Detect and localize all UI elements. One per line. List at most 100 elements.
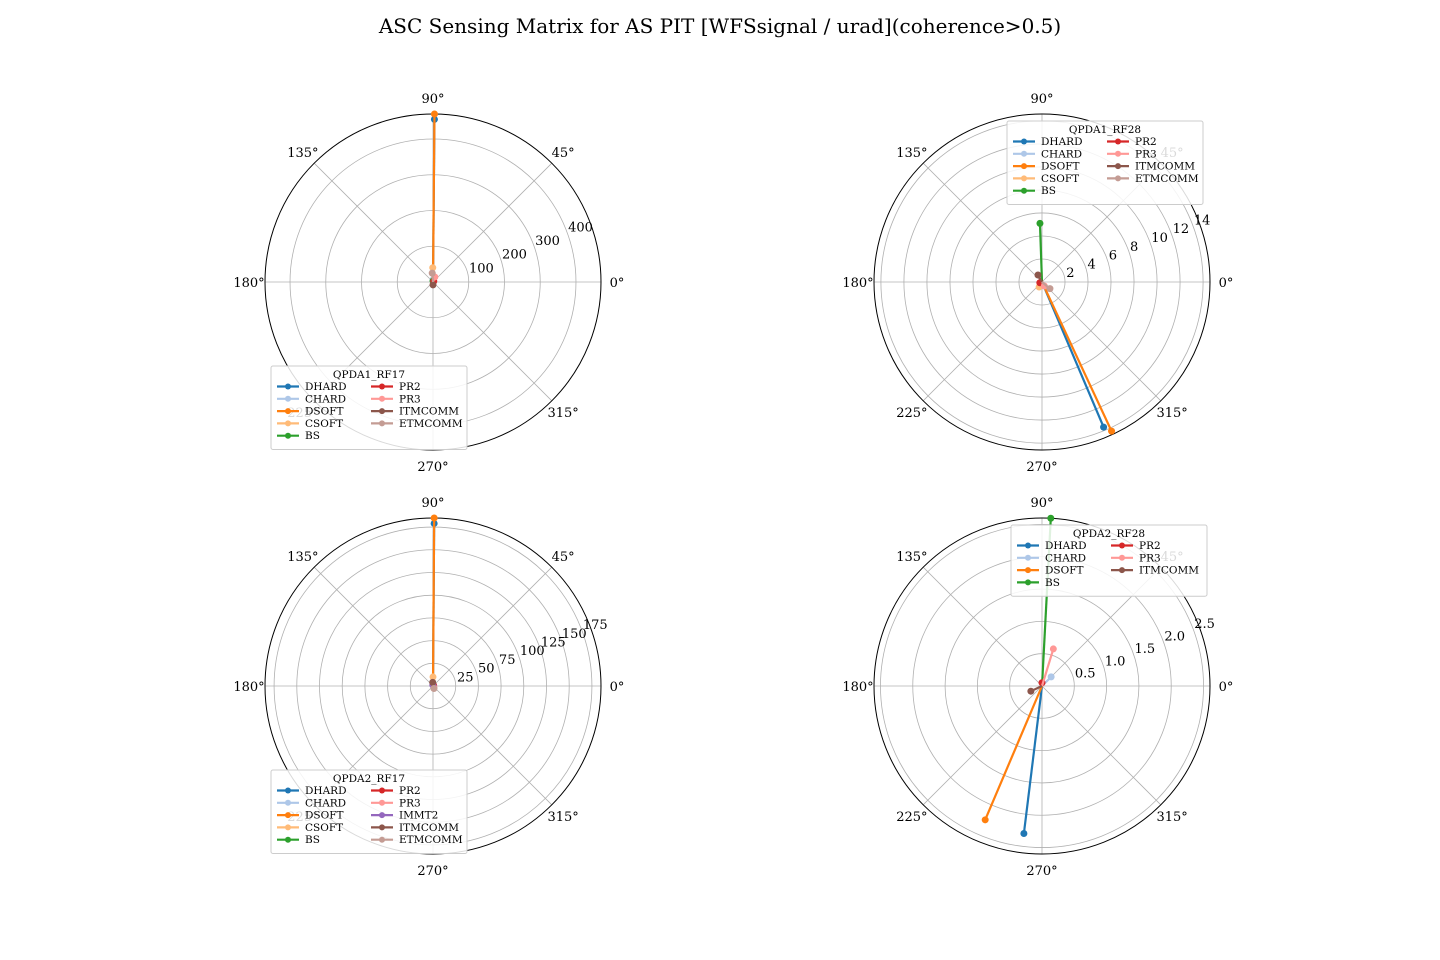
angle-tick-label: 45°	[552, 550, 575, 565]
polar-panel-3: 0°45°90°135°180°225°270°315°255075100125…	[233, 496, 624, 879]
angle-tick-label: 225°	[896, 810, 927, 825]
series-line-dsoft	[984, 685, 1044, 821]
angle-tick-label: 180°	[233, 276, 264, 291]
angular-gridline	[432, 685, 553, 806]
series-marker-itmcomm	[1027, 687, 1035, 695]
legend-marker	[285, 383, 291, 390]
polar-frame	[873, 113, 1211, 451]
angle-tick-label: 0°	[610, 276, 625, 291]
angular-gridline	[432, 162, 553, 283]
series-marker-dhard	[1100, 423, 1108, 431]
polar-frame	[873, 517, 1211, 855]
legend-entry-bs: BS	[305, 834, 320, 846]
legend-entry-dhard: DHARD	[1045, 540, 1086, 552]
legend-entry-pr2: PR2	[399, 785, 421, 797]
legend-entry-etmcomm: ETMCOMM	[399, 834, 463, 846]
series-line-dsoft	[431, 517, 436, 687]
legend-marker	[285, 787, 291, 794]
angle-tick-label: 270°	[1026, 864, 1057, 879]
legend-marker	[1021, 175, 1027, 182]
legend-marker	[1021, 163, 1027, 170]
legend-marker	[285, 408, 291, 415]
legend-entry-dhard: DHARD	[305, 785, 346, 797]
legend-marker	[285, 799, 291, 806]
legend-marker	[379, 408, 385, 415]
legend-entry-chard: CHARD	[305, 797, 346, 809]
legend-title: QPDA1_RF17	[333, 369, 405, 381]
series-marker-bs	[1047, 514, 1055, 522]
legend-entry-csoft: CSOFT	[305, 822, 343, 834]
radial-tick-label: 6	[1109, 249, 1117, 264]
angle-tick-label: 90°	[1030, 92, 1053, 107]
legend-marker	[1021, 150, 1027, 157]
legend-entry-csoft: CSOFT	[305, 418, 343, 430]
angle-tick-label: 315°	[1156, 810, 1187, 825]
legend-entry-dsoft: DSOFT	[305, 406, 344, 418]
series-marker-dsoft	[981, 816, 989, 824]
polar-panel-2: 0°45°90°135°180°225°270°315°2468101214QP…	[842, 92, 1233, 475]
polar-panel-4: 0°45°90°135°180°225°270°315°0.51.01.52.0…	[842, 496, 1233, 879]
radial-tick-label: 2.0	[1164, 630, 1185, 645]
angular-gridline	[432, 566, 553, 687]
angle-tick-label: 135°	[896, 146, 927, 161]
series-marker-dsoft	[430, 514, 438, 522]
legend-entry-immt2: IMMT2	[399, 810, 438, 822]
radial-tick-label: 8	[1130, 240, 1138, 255]
legend-entry-bs: BS	[1045, 577, 1060, 589]
legend-marker	[1025, 579, 1031, 586]
series-line-pr3	[1040, 648, 1055, 687]
radial-tick-label: 125	[541, 636, 566, 651]
radial-tick-label: 14	[1194, 213, 1211, 228]
legend-marker	[1119, 554, 1125, 561]
legend-entry-dsoft: DSOFT	[305, 810, 344, 822]
legend-box	[1006, 120, 1204, 205]
series-marker-pr3	[1049, 645, 1057, 653]
series-marker-chard	[1047, 673, 1055, 681]
series-marker-etmcomm	[428, 269, 436, 277]
legend-entry-pr3: PR3	[1135, 148, 1157, 160]
legend-entry-pr3: PR3	[1139, 552, 1161, 564]
legend-entry-pr3: PR3	[399, 393, 421, 405]
radial-tick-label: 1.5	[1135, 642, 1156, 657]
series-marker-csoft	[429, 264, 437, 272]
legend-marker	[285, 420, 291, 427]
legend-title: QPDA2_RF28	[1073, 528, 1145, 540]
legend-marker	[379, 824, 385, 831]
series-marker-etmcomm	[430, 685, 438, 693]
angle-tick-label: 0°	[610, 680, 625, 695]
legend-marker	[285, 432, 291, 439]
legend-marker	[1119, 542, 1125, 549]
legend-entry-itmcomm: ITMCOMM	[399, 822, 459, 834]
legend-marker	[1119, 567, 1125, 574]
legend-marker	[1021, 187, 1027, 194]
angle-tick-label: 135°	[287, 146, 318, 161]
legend-marker	[285, 812, 291, 819]
legend-marker	[379, 420, 385, 427]
angle-tick-label: 315°	[1156, 406, 1187, 421]
legend-box	[270, 769, 468, 854]
angular-gridline	[432, 281, 553, 402]
angular-gridline	[922, 685, 1043, 806]
radial-tick-label: 100	[520, 644, 545, 659]
legend-entry-dhard: DHARD	[1041, 136, 1082, 148]
legend-entry-pr2: PR2	[399, 381, 421, 393]
angle-tick-label: 180°	[233, 680, 264, 695]
legend-marker	[1115, 163, 1121, 170]
legend-box	[270, 365, 468, 450]
angle-tick-label: 90°	[421, 496, 444, 511]
legend-entry-chard: CHARD	[1045, 552, 1086, 564]
angle-tick-label: 0°	[1219, 680, 1234, 695]
angle-tick-label: 270°	[417, 460, 448, 475]
series-line-dhard	[1022, 685, 1044, 834]
radial-tick-label: 2.5	[1194, 617, 1215, 632]
legend-marker	[1115, 138, 1121, 145]
radial-tick-label: 4	[1088, 257, 1096, 272]
series-marker-dsoft	[430, 110, 438, 118]
legend-entry-itmcomm: ITMCOMM	[1135, 161, 1195, 173]
radial-tick-label: 175	[583, 618, 608, 633]
radial-tick-label: 1.0	[1105, 654, 1126, 669]
angle-tick-label: 180°	[842, 276, 873, 291]
legend-marker	[1021, 138, 1027, 145]
series-line-bs	[1038, 223, 1044, 283]
